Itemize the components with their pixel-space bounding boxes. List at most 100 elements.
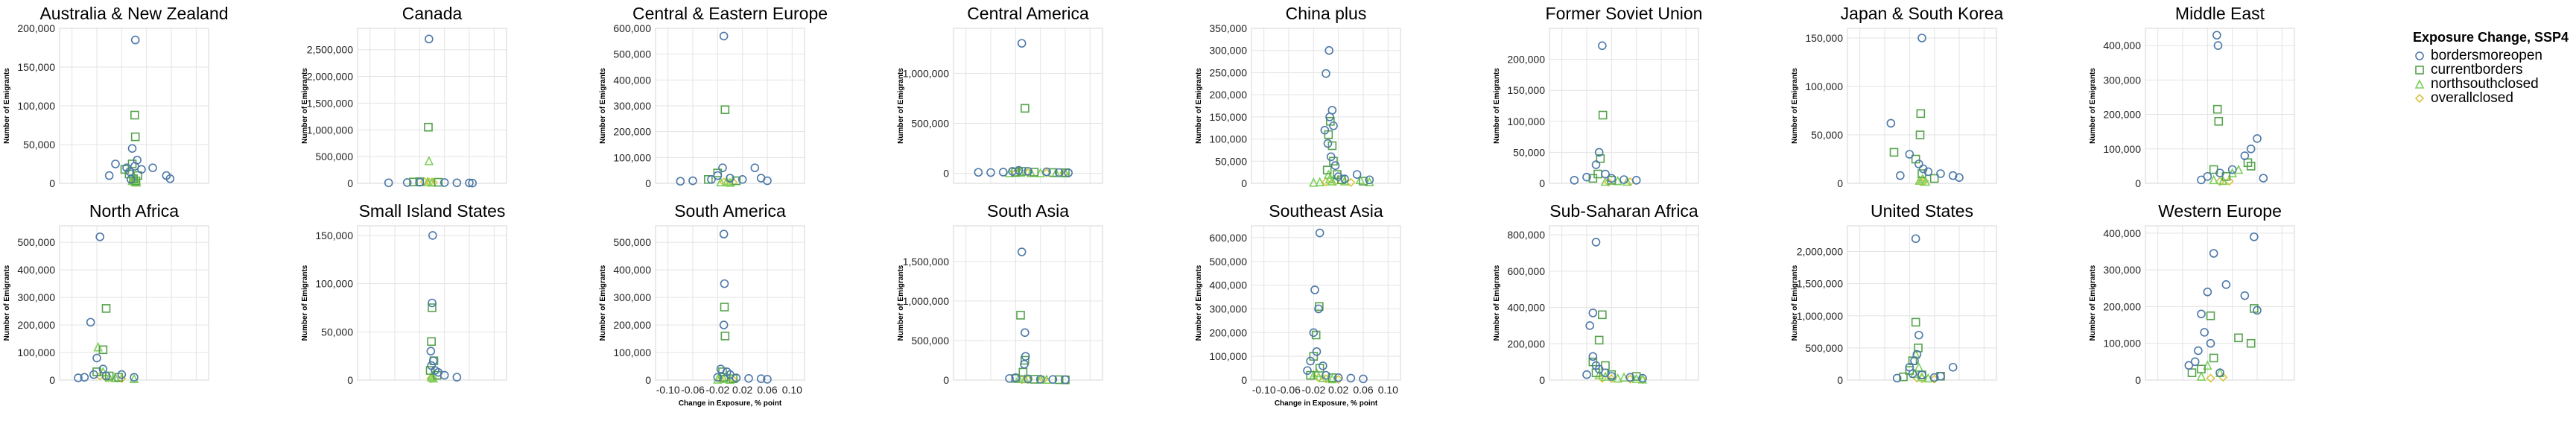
data-point-bordersmoreopen: [1929, 373, 1939, 382]
data-point-northsouthclosed: [1318, 373, 1328, 382]
data-point-currentborders: [1054, 375, 1064, 385]
data-point-bordersmoreopen: [1020, 359, 1029, 369]
facet-panel: Central & Eastern Europe 0 100,000 200,000 3…: [599, 4, 828, 189]
facet-title: Small Island States: [359, 201, 506, 221]
y-tick-label: 400,000: [613, 264, 651, 276]
data-point-bordersmoreopen: [2240, 151, 2250, 160]
data-point-bordersmoreopen: [688, 176, 697, 186]
data-point-northsouthclosed: [1355, 174, 1365, 185]
data-point-currentborders: [1588, 174, 1598, 183]
plot-frame: [1847, 28, 1997, 184]
y-tick-label: 200,000: [17, 319, 55, 331]
data-point-bordersmoreopen: [2259, 174, 2268, 183]
data-point-bordersmoreopen: [1601, 169, 1610, 179]
data-point-bordersmoreopen: [1585, 321, 1594, 330]
x-tick-label: -0.02: [705, 384, 729, 396]
data-point-bordersmoreopen: [1017, 39, 1027, 48]
data-point-bordersmoreopen: [1631, 176, 1641, 185]
facet-panel: North Africa 0 100,000 200,000 300,000 400,00…: [3, 201, 209, 386]
data-point-bordersmoreopen: [2213, 41, 2223, 50]
data-point-bordersmoreopen: [428, 298, 437, 308]
data-point-bordersmoreopen: [1352, 170, 1362, 179]
y-tick-label: 400,000: [2103, 39, 2141, 51]
y-axis-label: Number of Emigrants: [1493, 265, 1501, 341]
data-point-currentborders: [2234, 333, 2243, 343]
data-point-northsouthclosed: [1035, 168, 1045, 177]
data-point-bordersmoreopen: [1910, 356, 1919, 365]
data-point-northsouthclosed: [427, 177, 437, 187]
data-point-bordersmoreopen: [1914, 330, 1923, 340]
data-point-bordersmoreopen: [89, 370, 98, 379]
y-axis-label: Number of Emigrants: [1791, 265, 1799, 341]
y-tick-label: 1,500,000: [903, 256, 949, 268]
data-point-bordersmoreopen: [428, 356, 438, 365]
data-point-bordersmoreopen: [998, 168, 1008, 177]
data-point-northsouthclosed: [93, 341, 103, 352]
data-point-currentborders: [1598, 310, 1607, 320]
facet-panel: Western Europe 0 100,000 200,000 300,000 400,…: [2089, 201, 2295, 386]
y-tick-label: 400,000: [2103, 227, 2141, 239]
data-point-bordersmoreopen: [1955, 173, 1964, 182]
data-point-bordersmoreopen: [2194, 346, 2203, 355]
data-point-bordersmoreopen: [2246, 144, 2256, 154]
data-point-currentborders: [1030, 375, 1039, 384]
data-point-currentborders: [1061, 168, 1070, 177]
data-point-currentborders: [120, 165, 130, 174]
data-point-bordersmoreopen: [719, 230, 729, 238]
data-point-bordersmoreopen: [111, 159, 120, 168]
data-point-bordersmoreopen: [92, 353, 101, 363]
y-axis-label: Number of Emigrants: [1195, 265, 1203, 341]
facet-title: Sub-Saharan Africa: [1549, 201, 1698, 221]
data-point-northsouthclosed: [2233, 164, 2244, 174]
data-point-bordersmoreopen: [1914, 159, 1923, 168]
y-tick-label: 50,000: [1513, 146, 1545, 158]
data-point-bordersmoreopen: [117, 370, 127, 379]
x-axis-label: Change in Exposure, % point: [679, 399, 782, 408]
data-point-currentborders: [409, 177, 418, 187]
y-tick-label: 100,000: [17, 347, 55, 358]
data-point-bordersmoreopen: [1310, 285, 1319, 294]
legend-item-overallclosed: overallclosed: [2413, 90, 2573, 106]
data-point-currentborders: [1631, 372, 1641, 381]
plot-frame: [59, 225, 209, 381]
data-point-bordersmoreopen: [440, 370, 449, 380]
data-point-bordersmoreopen: [2200, 328, 2209, 337]
data-point-bordersmoreopen: [1330, 161, 1340, 171]
legend-label: currentborders: [2431, 61, 2523, 78]
y-axis-label: Number of Emigrants: [301, 68, 309, 144]
y-tick-label: 300,000: [2103, 264, 2141, 276]
y-tick-label: 600,000: [1507, 265, 1545, 277]
data-point-bordersmoreopen: [2253, 134, 2262, 143]
data-point-currentborders: [1889, 148, 1899, 157]
data-point-bordersmoreopen: [1638, 373, 1647, 383]
y-tick-label: 1,500,000: [307, 97, 353, 109]
facet-panel: Former Soviet Union 0 50,000 100,000 150,000…: [1493, 4, 1702, 189]
y-tick-label: 600,000: [613, 22, 651, 34]
y-tick-label: 0: [347, 374, 353, 386]
data-point-bordersmoreopen: [2203, 287, 2212, 297]
data-point-currentborders: [720, 332, 730, 341]
data-point-currentborders: [1322, 165, 1332, 174]
data-point-northsouthclosed: [2196, 371, 2207, 381]
data-point-bordersmoreopen: [1042, 167, 1051, 177]
data-point-currentborders: [1596, 154, 1605, 163]
data-point-currentborders: [2187, 368, 2197, 377]
data-point-bordersmoreopen: [713, 171, 723, 180]
legend-label: northsouthclosed: [2431, 75, 2539, 92]
data-point-currentborders: [1594, 335, 1604, 345]
y-axis-label: Number of Emigrants: [1791, 68, 1799, 144]
x-tick-label: 0.10: [782, 384, 802, 396]
y-tick-label: 50,000: [1811, 129, 1843, 141]
data-point-northsouthclosed: [1309, 177, 1319, 187]
data-point-currentborders: [704, 175, 713, 184]
data-point-bordersmoreopen: [2197, 175, 2206, 185]
data-point-northsouthclosed: [725, 374, 735, 385]
data-point-northsouthclosed: [1914, 175, 1924, 185]
y-tick-label: 0: [943, 374, 949, 386]
data-point-northsouthclosed: [1026, 167, 1036, 177]
y-tick-label: 150,000: [1507, 84, 1545, 96]
data-point-currentborders: [434, 177, 443, 187]
data-point-northsouthclosed: [1339, 176, 1350, 186]
data-point-currentborders: [1016, 311, 1025, 320]
facet-title: Central America: [967, 4, 1089, 23]
